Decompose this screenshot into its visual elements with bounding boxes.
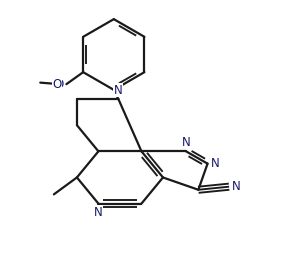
Text: N: N: [232, 180, 240, 193]
Text: N: N: [210, 157, 219, 170]
Text: N: N: [94, 206, 103, 219]
Text: O: O: [55, 78, 64, 91]
Text: N: N: [114, 84, 123, 97]
Text: N: N: [182, 136, 190, 149]
Text: O: O: [52, 78, 61, 91]
